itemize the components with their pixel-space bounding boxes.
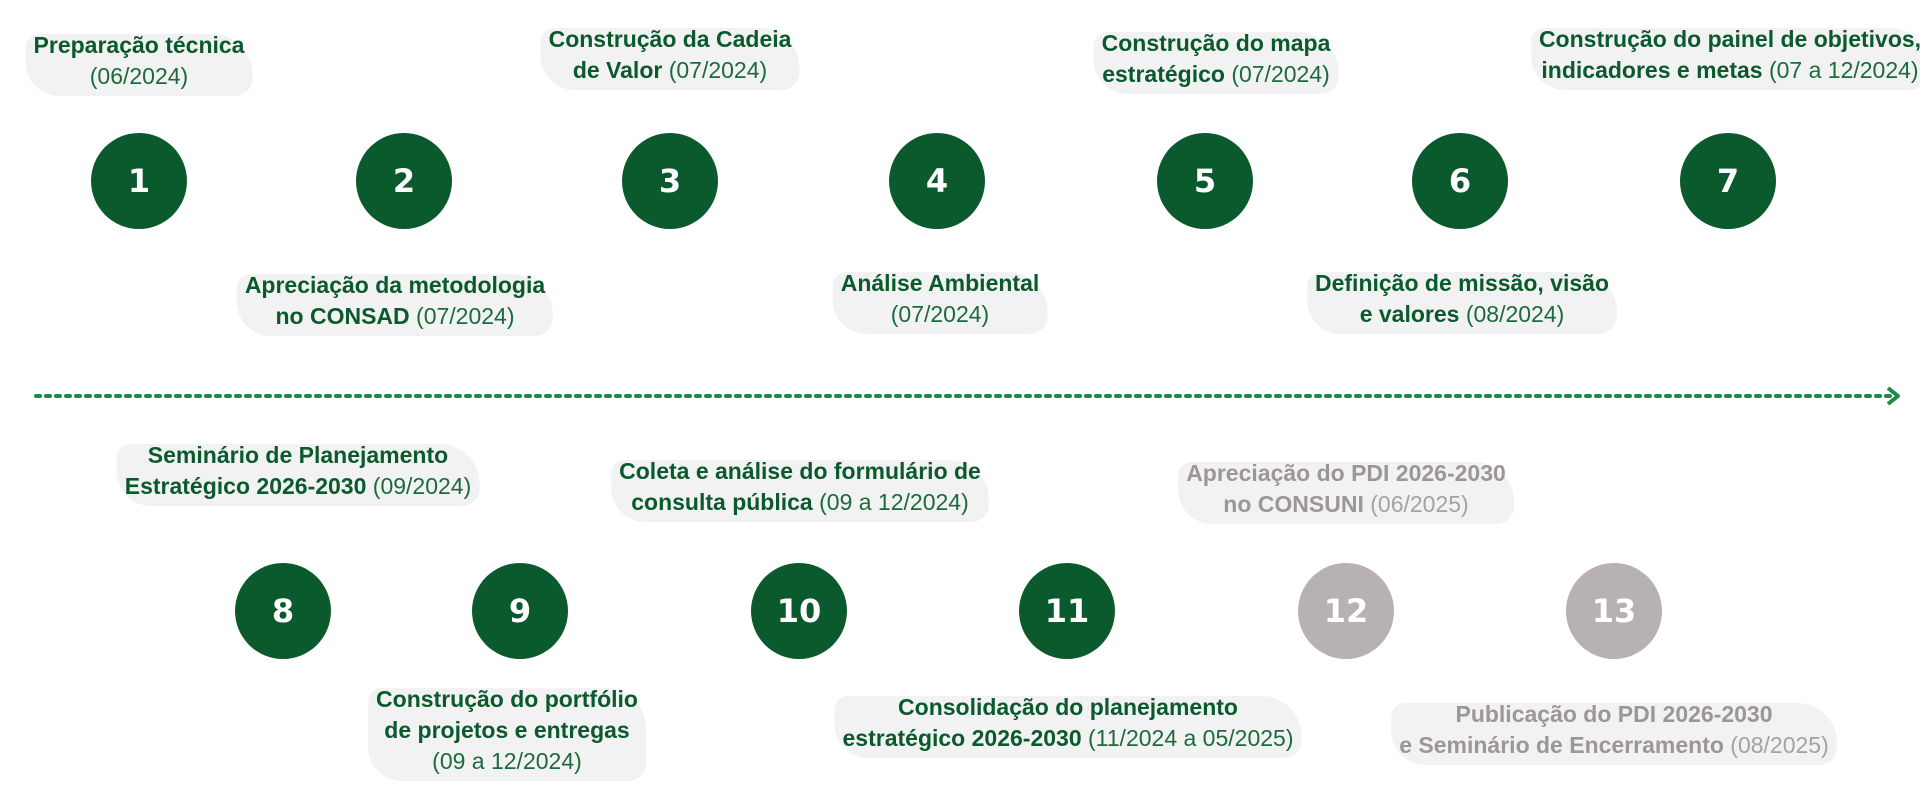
step-date: (08/2025) bbox=[1723, 732, 1829, 758]
label-brush-highlight bbox=[1178, 462, 1514, 524]
step-title-line-2: e valores bbox=[1359, 301, 1460, 327]
step-number: 7 bbox=[1716, 162, 1740, 200]
step-1-circle: 1 bbox=[91, 133, 187, 229]
step-date: (09 a 12/2024) bbox=[812, 489, 969, 515]
step-12-label: Apreciação do PDI 2026-2030 no CONSUNI (0… bbox=[1178, 458, 1514, 524]
step-7-label: Construção do painel de objetivos, indica… bbox=[1530, 24, 1920, 90]
step-date: (07 a 12/2024) bbox=[1762, 57, 1919, 83]
step-title-line-1: Seminário de Planejamento bbox=[147, 442, 449, 468]
step-9-label: Construção do portfólio de projetos e ent… bbox=[368, 684, 646, 781]
step-title-line-2: estratégico bbox=[1102, 61, 1225, 87]
step-number: 5 bbox=[1193, 162, 1217, 200]
step-title-line-2: e Seminário de Encerramento bbox=[1399, 732, 1724, 758]
label-brush-highlight bbox=[1530, 28, 1920, 90]
step-2-label: Apreciação da metodologia no CONSAD (07/2… bbox=[236, 270, 554, 336]
step-title-line-1: Apreciação do PDI 2026-2030 bbox=[1186, 460, 1506, 486]
step-number: 10 bbox=[776, 592, 822, 630]
step-title-line-1: Preparação técnica bbox=[33, 32, 245, 58]
step-title-line-1: Construção do portfólio bbox=[376, 686, 638, 712]
step-date: (08/2024) bbox=[1459, 301, 1565, 327]
step-title-line-1: Construção da Cadeia bbox=[548, 26, 792, 52]
step-date: (06/2025) bbox=[1363, 491, 1469, 517]
step-title-line-1: Consolidação do planejamento bbox=[898, 694, 1238, 720]
step-date: (09/2024) bbox=[366, 473, 472, 499]
step-2-circle: 2 bbox=[356, 133, 452, 229]
step-title-line-2: no CONSUNI bbox=[1223, 491, 1364, 517]
step-13-label: Publicação do PDI 2026-2030 e Seminário d… bbox=[1391, 699, 1837, 765]
step-1-label: Preparação técnica (06/2024) bbox=[25, 30, 253, 96]
step-date: (07/2024) bbox=[1224, 61, 1330, 87]
label-brush-highlight bbox=[834, 696, 1302, 758]
step-number: 2 bbox=[392, 162, 416, 200]
label-brush-highlight bbox=[116, 444, 480, 506]
step-4-circle: 4 bbox=[889, 133, 985, 229]
step-4-label: Análise Ambiental (07/2024) bbox=[832, 268, 1048, 334]
step-number: 8 bbox=[271, 592, 295, 630]
step-number: 6 bbox=[1448, 162, 1472, 200]
step-number: 13 bbox=[1591, 592, 1637, 630]
step-5-label: Construção do mapa estratégico (07/2024) bbox=[1093, 28, 1339, 94]
step-5-circle: 5 bbox=[1157, 133, 1253, 229]
step-title-line-1: Construção do mapa bbox=[1101, 30, 1331, 56]
step-title-line-1: Apreciação da metodologia bbox=[244, 272, 546, 298]
timeline-arrowhead-icon bbox=[1886, 386, 1900, 406]
step-title-line-1: Definição de missão, visão bbox=[1314, 270, 1610, 296]
label-brush-highlight bbox=[1391, 703, 1837, 765]
step-number: 4 bbox=[925, 162, 949, 200]
step-title-line-2: consulta pública bbox=[631, 489, 813, 515]
step-title-line-2: no CONSAD bbox=[275, 303, 417, 329]
step-number: 3 bbox=[658, 162, 682, 200]
step-number: 11 bbox=[1044, 592, 1090, 630]
step-date: (07/2024) bbox=[662, 57, 768, 83]
step-date: (11/2024 a 05/2025) bbox=[1081, 725, 1294, 751]
label-brush-highlight bbox=[236, 274, 554, 336]
step-title-line-2: indicadores e metas bbox=[1541, 57, 1763, 83]
step-13-circle: 13 bbox=[1566, 563, 1662, 659]
step-title-line-1: Coleta e análise do formulário de bbox=[619, 458, 981, 484]
label-brush-highlight bbox=[832, 272, 1048, 334]
step-date: (09 a 12/2024) bbox=[432, 748, 582, 774]
step-date: (06/2024) bbox=[89, 63, 189, 89]
label-brush-highlight bbox=[368, 688, 646, 781]
step-6-label: Definição de missão, visão e valores (08/… bbox=[1306, 268, 1618, 334]
step-10-circle: 10 bbox=[751, 563, 847, 659]
label-brush-highlight bbox=[1093, 32, 1339, 94]
label-brush-highlight bbox=[540, 28, 800, 90]
step-11-label: Consolidação do planejamento estratégico … bbox=[834, 692, 1302, 758]
step-title-line-1: Publicação do PDI 2026-2030 bbox=[1455, 701, 1773, 727]
step-date: (07/2024) bbox=[890, 301, 990, 327]
step-title-line-1: Análise Ambiental bbox=[840, 270, 1040, 296]
label-brush-highlight bbox=[1306, 272, 1618, 334]
step-number: 9 bbox=[508, 592, 532, 630]
step-number: 1 bbox=[127, 162, 151, 200]
step-title-line-2: de projetos e entregas bbox=[384, 717, 630, 743]
label-brush-highlight bbox=[611, 460, 989, 522]
step-number: 12 bbox=[1323, 592, 1369, 630]
step-10-label: Coleta e análise do formulário de consult… bbox=[611, 456, 989, 522]
step-8-circle: 8 bbox=[235, 563, 331, 659]
step-3-label: Construção da Cadeia de Valor (07/2024) bbox=[540, 24, 800, 90]
step-title-line-2: Estratégico 2026-2030 bbox=[124, 473, 367, 499]
step-7-circle: 7 bbox=[1680, 133, 1776, 229]
step-9-circle: 9 bbox=[472, 563, 568, 659]
step-3-circle: 3 bbox=[622, 133, 718, 229]
step-12-circle: 12 bbox=[1298, 563, 1394, 659]
step-title-line-2: de Valor bbox=[572, 57, 663, 83]
step-8-label: Seminário de Planejamento Estratégico 202… bbox=[116, 440, 480, 506]
step-title-line-2: estratégico 2026-2030 bbox=[842, 725, 1082, 751]
step-6-circle: 6 bbox=[1412, 133, 1508, 229]
step-title-line-1: Construção do painel de objetivos, bbox=[1538, 26, 1920, 52]
step-11-circle: 11 bbox=[1019, 563, 1115, 659]
label-brush-highlight bbox=[25, 34, 253, 96]
step-date: (07/2024) bbox=[416, 303, 515, 329]
